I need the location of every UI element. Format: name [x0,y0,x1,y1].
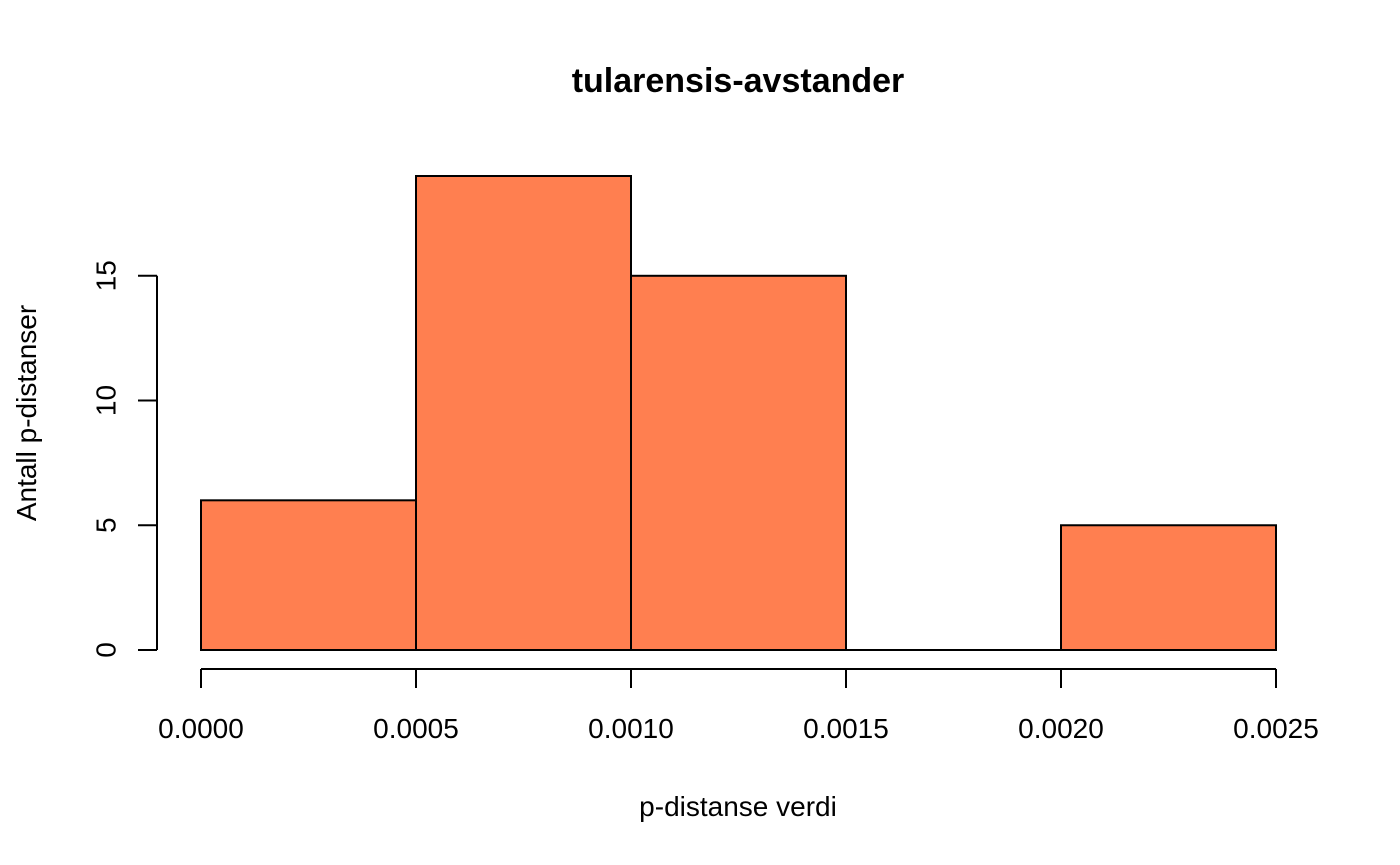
x-tick-label-4: 0.0020 [1018,713,1104,744]
y-axis: 0 5 10 15 [90,260,158,658]
y-tick-label-3: 15 [90,260,121,291]
y-tick-label-1: 5 [90,517,121,533]
x-tick-label-2: 0.0010 [588,713,674,744]
histogram-bar-1 [415,175,632,651]
y-tick-label-2: 10 [90,385,121,416]
bars-layer [200,175,1277,652]
x-axis-title: p-distanse verdi [639,791,837,822]
histogram-bar-4 [1060,524,1277,652]
histogram-bar-2 [630,274,847,651]
histogram-bar-0 [200,499,417,651]
x-axis: 0.0000 0.0005 0.0010 0.0015 0.0020 0.0025 [158,668,1319,744]
y-tick-label-0: 0 [90,642,121,658]
x-tick-label-0: 0.0000 [158,713,244,744]
chart-title: tularensis-avstander [572,62,905,100]
x-tick-label-1: 0.0005 [373,713,459,744]
x-tick-label-5: 0.0025 [1233,713,1319,744]
y-axis-title: Antall p-distanser [11,305,42,521]
x-tick-label-3: 0.0015 [803,713,889,744]
